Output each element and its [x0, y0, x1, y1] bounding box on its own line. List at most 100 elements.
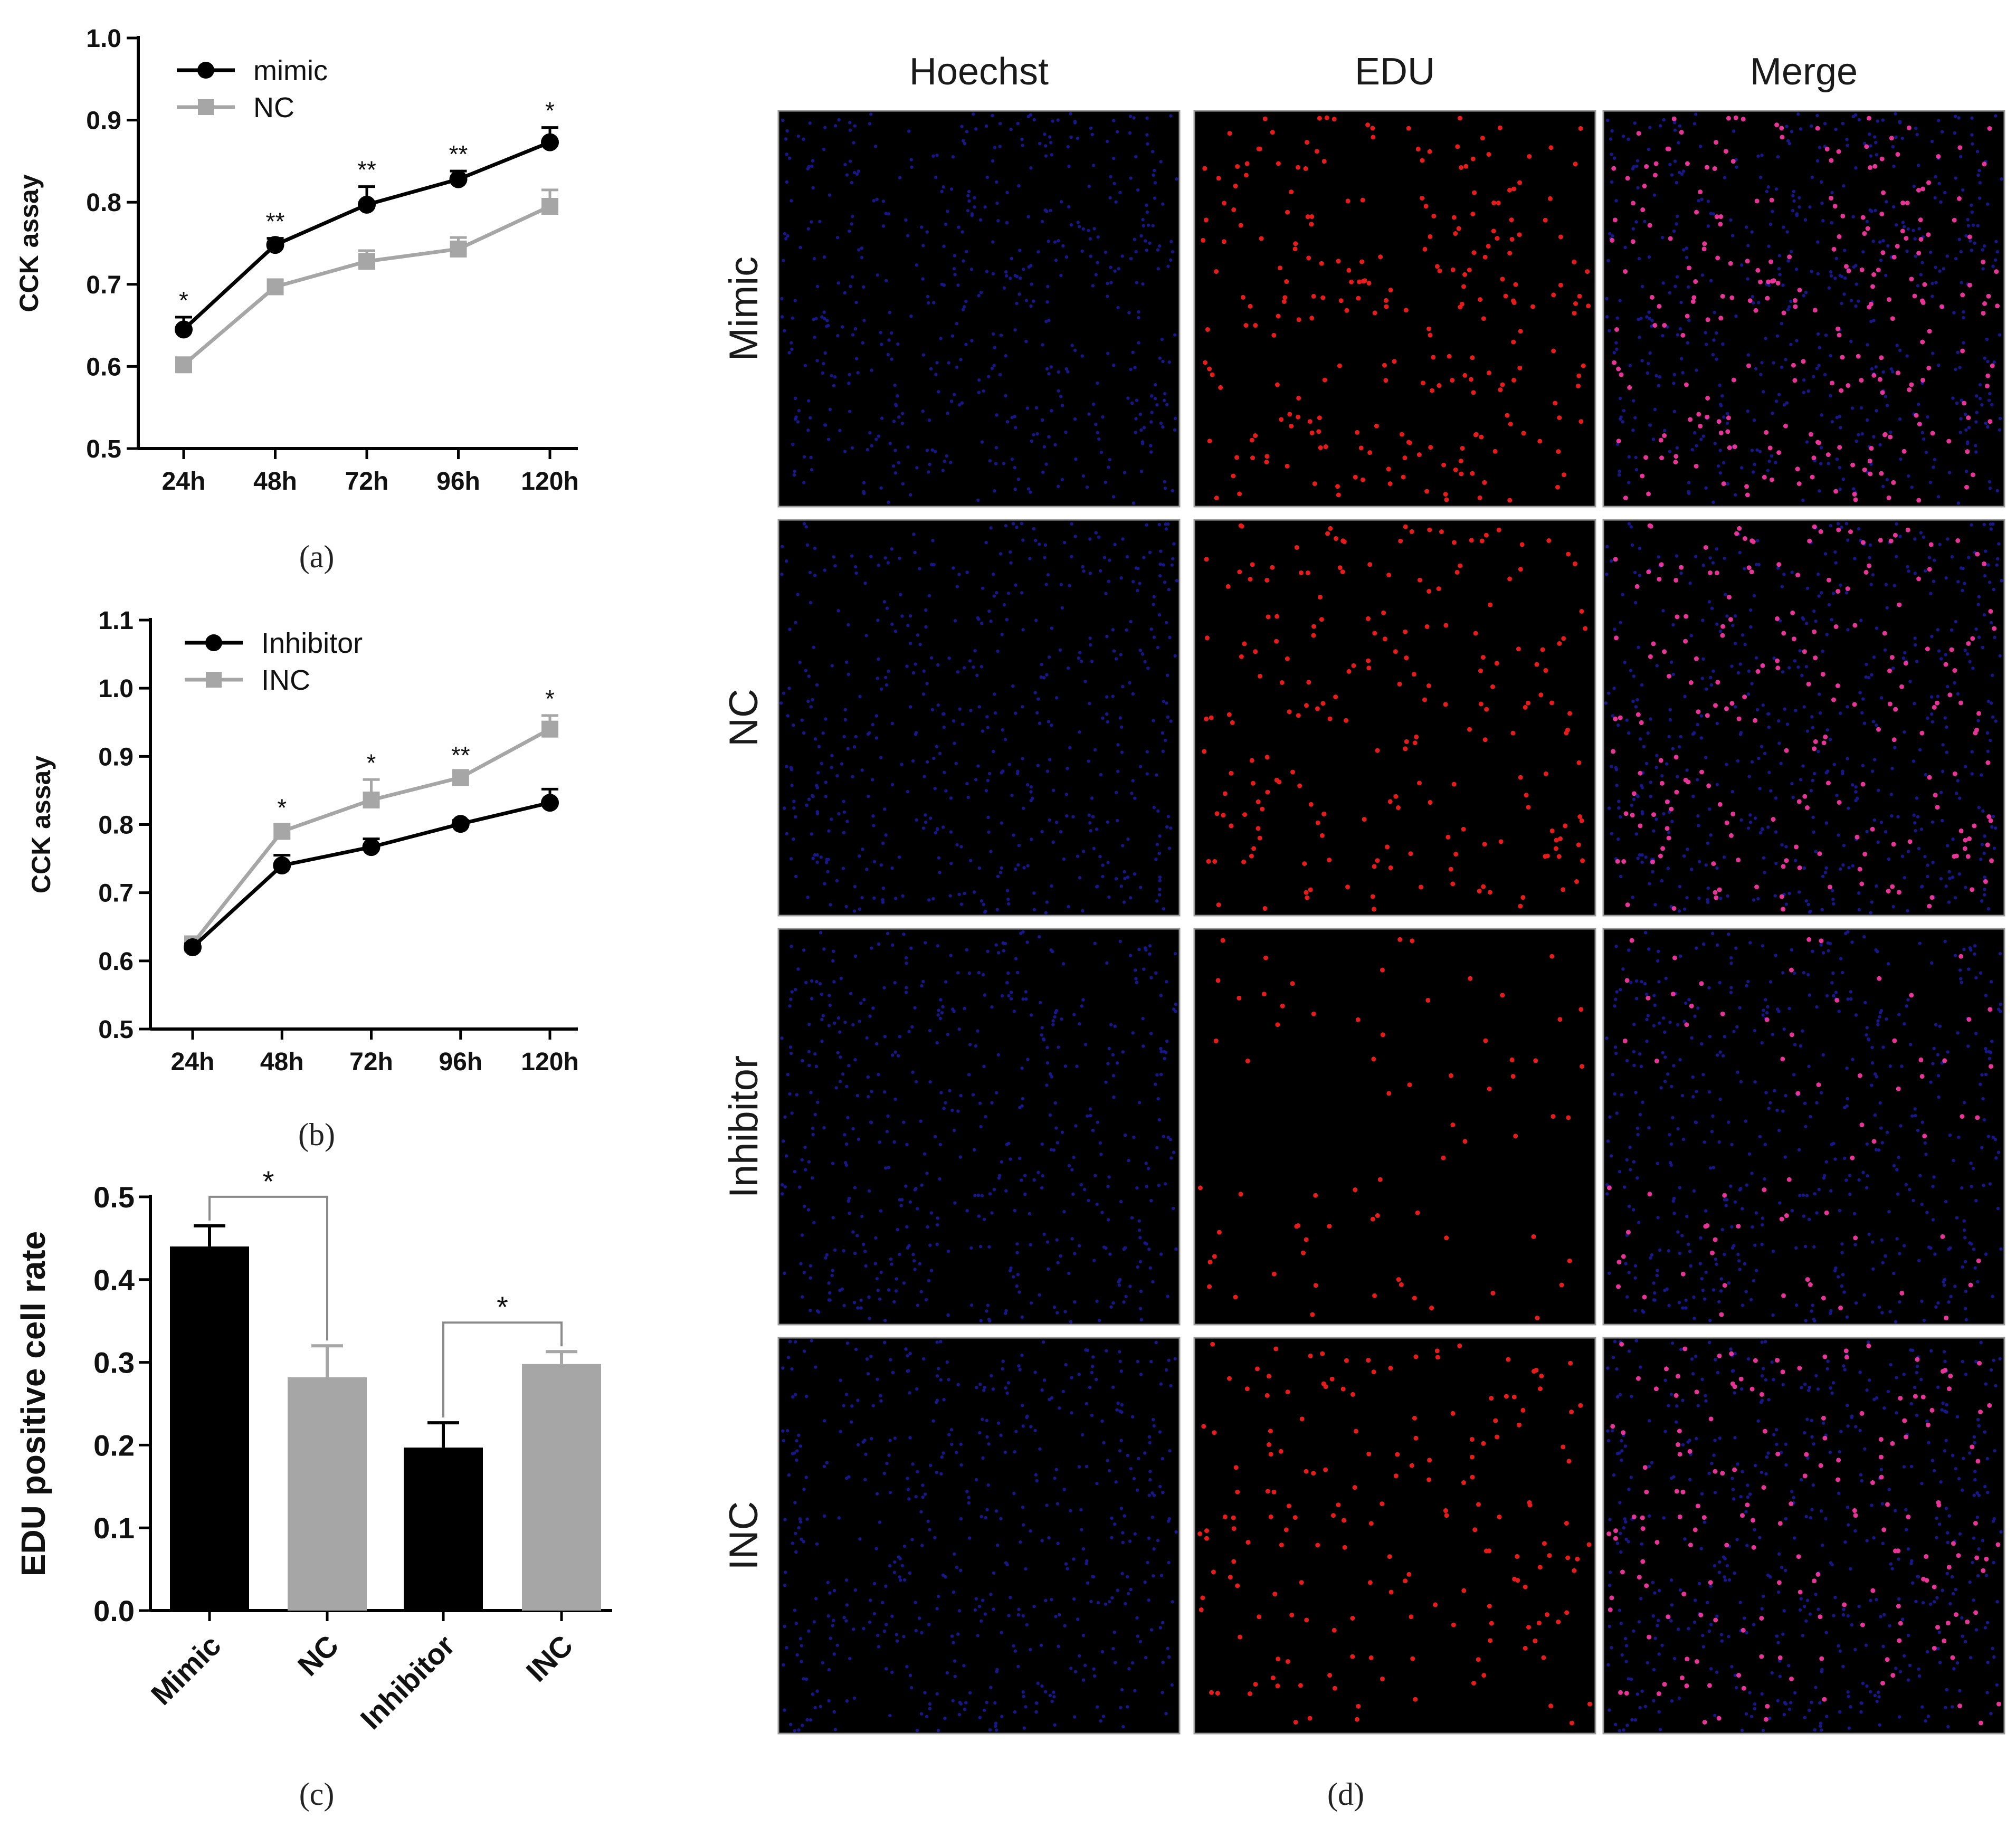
nucleus-red: [1796, 799, 1802, 804]
nucleus-blue: [945, 454, 949, 458]
nucleus-blue: [1034, 618, 1038, 622]
nucleus-blue: [1805, 1194, 1809, 1197]
nucleus-blue: [1733, 1200, 1737, 1204]
nucleus-blue: [853, 327, 858, 331]
nucleus-blue: [1069, 135, 1073, 139]
nucleus-blue: [1751, 470, 1755, 474]
nucleus-blue: [986, 1483, 990, 1487]
nucleus-blue: [810, 997, 814, 1001]
nucleus-red: [1674, 789, 1679, 795]
nucleus-red: [1684, 382, 1689, 387]
nucleus-blue: [1005, 981, 1009, 985]
nucleus-blue: [1141, 1044, 1145, 1048]
nucleus-blue: [1611, 234, 1614, 238]
nucleus-blue: [813, 1052, 817, 1056]
nucleus-blue: [1789, 342, 1793, 347]
nucleus-red: [1868, 165, 1873, 170]
nucleus-blue: [1829, 1311, 1832, 1316]
nucleus-red: [1826, 577, 1831, 583]
nucleus-blue: [1923, 1141, 1927, 1145]
nucleus-red: [1460, 446, 1465, 451]
nucleus-blue: [1130, 792, 1134, 795]
nucleus-blue: [1657, 980, 1661, 984]
nucleus-red: [1714, 570, 1719, 576]
nucleus-blue: [1878, 1101, 1882, 1105]
nucleus-blue: [793, 1169, 797, 1174]
nucleus-blue: [1629, 669, 1633, 672]
nucleus-blue: [1043, 132, 1047, 136]
nucleus-blue: [953, 1659, 957, 1663]
nucleus-blue: [936, 1223, 939, 1227]
nucleus-red: [1338, 298, 1344, 303]
nucleus-blue: [786, 1356, 791, 1359]
y-tick-label: 0.7: [98, 880, 134, 908]
nucleus-red: [1824, 146, 1830, 151]
nucleus-blue: [993, 692, 996, 696]
nucleus-blue: [877, 657, 880, 661]
nucleus-blue: [1937, 182, 1941, 186]
nucleus-blue: [1065, 814, 1069, 818]
nucleus-blue: [1149, 976, 1153, 980]
nucleus-red: [1470, 212, 1476, 217]
nucleus-blue: [1983, 875, 1987, 879]
nucleus-blue: [869, 1120, 873, 1125]
nucleus-blue: [1029, 1648, 1032, 1652]
nucleus-blue: [813, 1706, 817, 1710]
nucleus-red: [1233, 1294, 1238, 1300]
nucleus-red: [1426, 683, 1431, 689]
nucleus-blue: [1870, 900, 1874, 904]
nucleus-red: [1821, 1296, 1826, 1301]
x-tick-label: Inhibitor: [354, 1629, 461, 1736]
nucleus-red: [1918, 1057, 1924, 1062]
nucleus-red: [1371, 135, 1376, 140]
nucleus-blue: [968, 1691, 972, 1694]
nucleus-blue: [1091, 1355, 1095, 1359]
nucleus-red: [1705, 395, 1710, 401]
nucleus-blue: [1148, 550, 1152, 555]
nucleus-blue: [793, 1729, 797, 1732]
nucleus-blue: [1620, 1093, 1623, 1097]
nucleus-red: [1860, 215, 1866, 220]
nucleus-blue: [863, 1250, 867, 1253]
nucleus-blue: [957, 225, 961, 229]
nucleus-blue: [804, 980, 808, 984]
nucleus-blue: [909, 705, 912, 709]
nucleus-blue: [1042, 675, 1046, 680]
nucleus-blue: [1089, 254, 1092, 258]
micrograph-background: [1194, 111, 1595, 507]
nucleus-blue: [1133, 1532, 1137, 1536]
nucleus-blue: [986, 778, 990, 783]
nucleus-blue: [1913, 237, 1917, 241]
nucleus-blue: [1916, 284, 1920, 288]
nucleus-blue: [894, 1289, 898, 1293]
nucleus-blue: [1729, 991, 1733, 994]
nucleus-red: [1244, 1386, 1250, 1392]
nucleus-blue: [1061, 962, 1066, 966]
nucleus-blue: [1854, 1301, 1858, 1305]
nucleus-blue: [1634, 220, 1638, 224]
nucleus-blue: [1777, 393, 1781, 396]
nucleus-blue: [1673, 159, 1677, 163]
nucleus-blue: [1905, 249, 1909, 253]
nucleus-blue: [1652, 193, 1657, 197]
nucleus-blue: [793, 299, 797, 302]
nucleus-blue: [1761, 1216, 1765, 1220]
nucleus-blue: [936, 1216, 940, 1220]
nucleus-blue: [1623, 245, 1627, 250]
nucleus-blue: [883, 1166, 888, 1170]
nucleus-red: [1816, 440, 1821, 445]
nucleus-blue: [1136, 1634, 1139, 1638]
nucleus-blue: [1148, 1441, 1152, 1445]
nucleus-blue: [1012, 1644, 1015, 1648]
nucleus-blue: [1109, 1023, 1113, 1026]
nucleus-blue: [1036, 250, 1040, 254]
nucleus-blue: [991, 159, 995, 163]
nucleus-blue: [811, 856, 815, 860]
nucleus-blue: [1912, 229, 1915, 233]
nucleus-blue: [1727, 1120, 1730, 1124]
nucleus-blue: [1910, 485, 1914, 489]
nucleus-blue: [1990, 1040, 1994, 1043]
nucleus-blue: [953, 1201, 957, 1205]
nucleus-blue: [1934, 281, 1938, 284]
nucleus-blue: [930, 708, 935, 712]
